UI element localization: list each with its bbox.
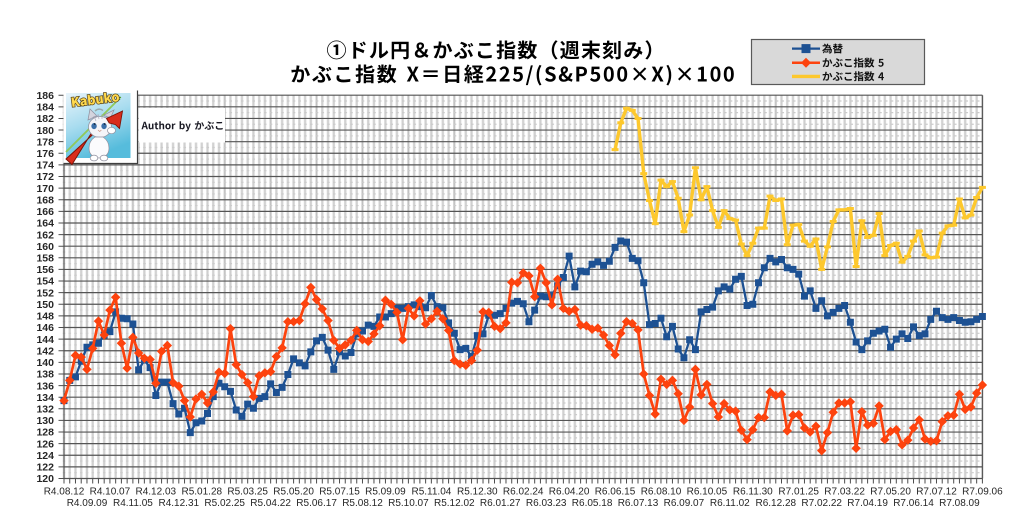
svg-text:138: 138 [36, 369, 54, 381]
svg-text:R6.03.23: R6.03.23 [526, 498, 567, 509]
svg-text:R6.08.10: R6.08.10 [641, 487, 682, 498]
svg-text:R7.03.22: R7.03.22 [824, 487, 865, 498]
svg-text:168: 168 [36, 194, 54, 206]
svg-text:R7.09.06: R7.09.06 [962, 487, 1003, 498]
svg-text:172: 172 [36, 171, 54, 183]
svg-text:R7.08.09: R7.08.09 [939, 498, 980, 509]
svg-text:R5.11.04: R5.11.04 [411, 487, 451, 498]
svg-text:170: 170 [36, 183, 54, 195]
svg-text:136: 136 [36, 380, 54, 392]
svg-text:R5.12.02: R5.12.02 [434, 498, 475, 509]
svg-text:154: 154 [36, 276, 54, 288]
svg-text:134: 134 [36, 392, 54, 404]
svg-text:R5.02.25: R5.02.25 [204, 498, 245, 509]
svg-text:R5.01.28: R5.01.28 [182, 487, 223, 498]
svg-text:144: 144 [36, 334, 54, 346]
svg-text:R7.02.22: R7.02.22 [801, 498, 842, 509]
svg-text:174: 174 [36, 160, 54, 172]
svg-text:R5.10.07: R5.10.07 [388, 498, 429, 509]
svg-text:R7.05.20: R7.05.20 [870, 487, 911, 498]
svg-text:R6.05.18: R6.05.18 [572, 498, 613, 509]
svg-text:146: 146 [36, 322, 54, 334]
svg-text:R4.10.07: R4.10.07 [90, 487, 131, 498]
svg-text:R6.01.27: R6.01.27 [480, 498, 521, 509]
svg-text:R4.11.05: R4.11.05 [113, 498, 153, 509]
svg-text:R5.07.15: R5.07.15 [319, 487, 360, 498]
svg-text:R6.11.02: R6.11.02 [710, 498, 750, 509]
svg-text:R5.08.12: R5.08.12 [342, 498, 383, 509]
svg-text:R6.11.30: R6.11.30 [733, 487, 773, 498]
svg-text:R7.07.12: R7.07.12 [916, 487, 957, 498]
svg-text:122: 122 [36, 462, 54, 474]
svg-text:R4.08.12: R4.08.12 [44, 487, 85, 498]
svg-text:120: 120 [36, 473, 54, 485]
svg-text:R7.01.25: R7.01.25 [778, 487, 819, 498]
svg-text:R6.02.24: R6.02.24 [503, 487, 544, 498]
svg-text:166: 166 [36, 206, 54, 218]
svg-text:R7.04.19: R7.04.19 [847, 498, 888, 509]
svg-text:132: 132 [36, 404, 54, 416]
svg-text:160: 160 [36, 241, 54, 253]
svg-text:R5.12.30: R5.12.30 [457, 487, 498, 498]
svg-text:R6.07.13: R6.07.13 [618, 498, 659, 509]
svg-text:R6.12.28: R6.12.28 [756, 498, 797, 509]
svg-text:140: 140 [36, 357, 54, 369]
svg-text:R4.12.31: R4.12.31 [159, 498, 200, 509]
svg-text:128: 128 [36, 427, 54, 439]
svg-text:178: 178 [36, 136, 54, 148]
svg-text:124: 124 [36, 450, 54, 462]
svg-text:148: 148 [36, 311, 54, 323]
svg-text:184: 184 [36, 102, 54, 114]
svg-text:164: 164 [36, 218, 54, 230]
svg-text:156: 156 [36, 264, 54, 276]
svg-text:142: 142 [36, 345, 54, 357]
svg-text:R4.12.03: R4.12.03 [136, 487, 177, 498]
svg-text:R5.05.20: R5.05.20 [273, 487, 314, 498]
svg-text:130: 130 [36, 415, 54, 427]
svg-text:152: 152 [36, 287, 54, 299]
svg-text:R5.03.25: R5.03.25 [227, 487, 268, 498]
svg-text:186: 186 [36, 90, 54, 102]
svg-text:R5.04.22: R5.04.22 [250, 498, 291, 509]
svg-text:180: 180 [36, 125, 54, 137]
svg-text:158: 158 [36, 253, 54, 265]
svg-text:182: 182 [36, 113, 54, 125]
svg-text:126: 126 [36, 438, 54, 450]
svg-text:150: 150 [36, 299, 54, 311]
svg-text:162: 162 [36, 229, 54, 241]
svg-text:R6.06.15: R6.06.15 [595, 487, 636, 498]
svg-text:R6.10.05: R6.10.05 [687, 487, 728, 498]
svg-text:R5.09.09: R5.09.09 [365, 487, 406, 498]
svg-text:R6.09.07: R6.09.07 [664, 498, 705, 509]
svg-text:R4.09.09: R4.09.09 [67, 498, 108, 509]
svg-text:R7.06.14: R7.06.14 [893, 498, 934, 509]
svg-text:R6.04.20: R6.04.20 [549, 487, 590, 498]
svg-text:R5.06.17: R5.06.17 [296, 498, 337, 509]
svg-text:176: 176 [36, 148, 54, 160]
